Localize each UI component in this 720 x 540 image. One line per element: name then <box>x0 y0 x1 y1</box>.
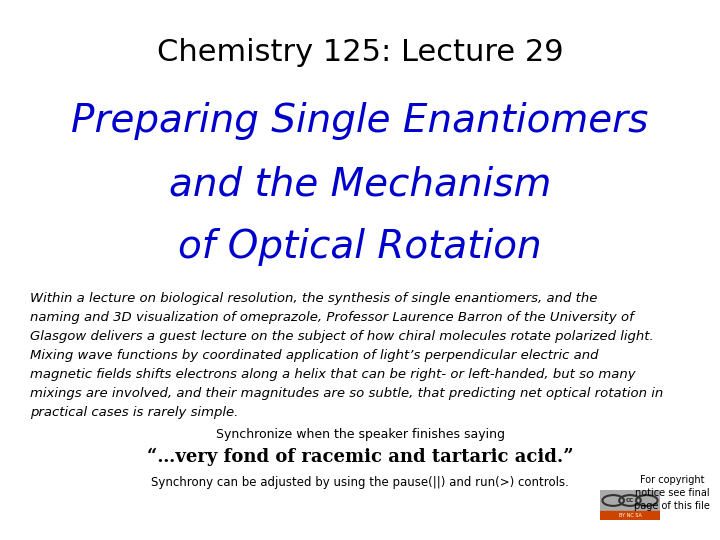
Text: Synchronize when the speaker finishes saying: Synchronize when the speaker finishes sa… <box>215 428 505 441</box>
Text: Preparing Single Enantiomers: Preparing Single Enantiomers <box>71 102 649 140</box>
Text: practical cases is rarely simple.: practical cases is rarely simple. <box>30 406 238 419</box>
Text: Glasgow delivers a guest lecture on the subject of how chiral molecules rotate p: Glasgow delivers a guest lecture on the … <box>30 330 654 343</box>
Text: Within a lecture on biological resolution, the synthesis of single enantiomers, : Within a lecture on biological resolutio… <box>30 292 598 305</box>
Text: and the Mechanism: and the Mechanism <box>168 165 552 203</box>
Text: mixings are involved, and their magnitudes are so subtle, that predicting net op: mixings are involved, and their magnitud… <box>30 387 663 400</box>
Text: For copyright
notice see final
page of this file: For copyright notice see final page of t… <box>634 475 710 511</box>
FancyBboxPatch shape <box>600 490 660 520</box>
Text: Chemistry 125: Lecture 29: Chemistry 125: Lecture 29 <box>157 38 563 67</box>
Text: of Optical Rotation: of Optical Rotation <box>178 228 542 266</box>
Text: Mixing wave functions by coordinated application of light’s perpendicular electr: Mixing wave functions by coordinated app… <box>30 349 598 362</box>
Text: “…very fond of racemic and tartaric acid.”: “…very fond of racemic and tartaric acid… <box>147 448 573 467</box>
Text: naming and 3D visualization of omeprazole, Professor Laurence Barron of the Univ: naming and 3D visualization of omeprazol… <box>30 311 634 324</box>
Text: cc: cc <box>626 497 634 503</box>
Text: magnetic fields shifts electrons along a helix that can be right- or left-handed: magnetic fields shifts electrons along a… <box>30 368 636 381</box>
Bar <box>600 511 660 520</box>
Text: Synchrony can be adjusted by using the pause(||) and run(>) controls.: Synchrony can be adjusted by using the p… <box>151 476 569 489</box>
Text: BY NC SA: BY NC SA <box>618 513 642 518</box>
